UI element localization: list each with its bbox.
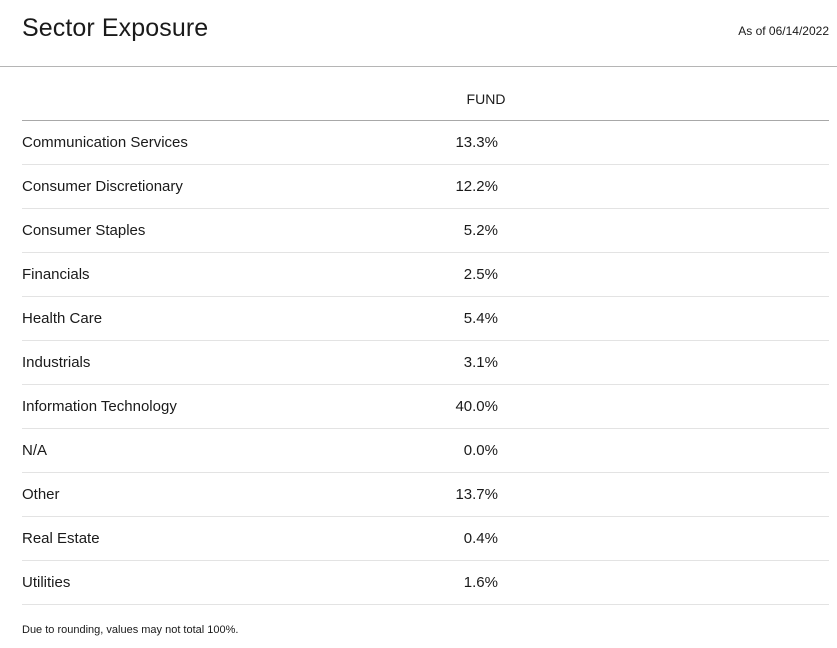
- table-row: Communication Services 13.3%: [22, 121, 829, 165]
- column-header-fund: FUND: [466, 91, 506, 107]
- fund-value: 3.1%: [463, 354, 498, 371]
- sector-name: Consumer Staples: [22, 222, 146, 239]
- table-row: Financials 2.5%: [22, 253, 829, 297]
- sector-name: Utilities: [22, 574, 71, 591]
- sector-name: Information Technology: [22, 398, 177, 415]
- fund-value: 5.2%: [463, 222, 498, 239]
- rounding-footnote: Due to rounding, values may not total 10…: [22, 624, 239, 636]
- sector-name: Financials: [22, 266, 90, 283]
- table-row: Real Estate 0.4%: [22, 517, 829, 561]
- table-row: Consumer Staples 5.2%: [22, 209, 829, 253]
- fund-value: 13.3%: [455, 134, 498, 151]
- table-row: Health Care 5.4%: [22, 297, 829, 341]
- sector-name: Industrials: [22, 354, 91, 371]
- fund-value: 0.4%: [463, 530, 498, 547]
- fund-value: 0.0%: [463, 442, 498, 459]
- table-row: Industrials 3.1%: [22, 341, 829, 385]
- table-row: N/A 0.0%: [22, 429, 829, 473]
- sector-name: Consumer Discretionary: [22, 178, 183, 195]
- sector-exposure-table: FUND Communication Services 13.3% Consum…: [22, 78, 829, 605]
- fund-value: 40.0%: [455, 398, 498, 415]
- table-row: Consumer Discretionary 12.2%: [22, 165, 829, 209]
- fund-value: 1.6%: [463, 574, 498, 591]
- sector-name: Other: [22, 486, 60, 503]
- fund-value: 12.2%: [455, 178, 498, 195]
- page-header: Sector Exposure As of 06/14/2022: [0, 0, 837, 67]
- sector-name: Communication Services: [22, 134, 188, 151]
- fund-value: 5.4%: [463, 310, 498, 327]
- table-header: FUND: [22, 78, 829, 121]
- fund-value: 13.7%: [455, 486, 498, 503]
- table-row: Other 13.7%: [22, 473, 829, 517]
- sector-name: Real Estate: [22, 530, 100, 547]
- as-of-date: As of 06/14/2022: [738, 24, 829, 38]
- table-row: Information Technology 40.0%: [22, 385, 829, 429]
- sector-name: Health Care: [22, 310, 103, 327]
- table-row: Utilities 1.6%: [22, 561, 829, 605]
- sector-name: N/A: [22, 442, 48, 459]
- page-title: Sector Exposure: [22, 14, 209, 42]
- fund-value: 2.5%: [463, 266, 498, 283]
